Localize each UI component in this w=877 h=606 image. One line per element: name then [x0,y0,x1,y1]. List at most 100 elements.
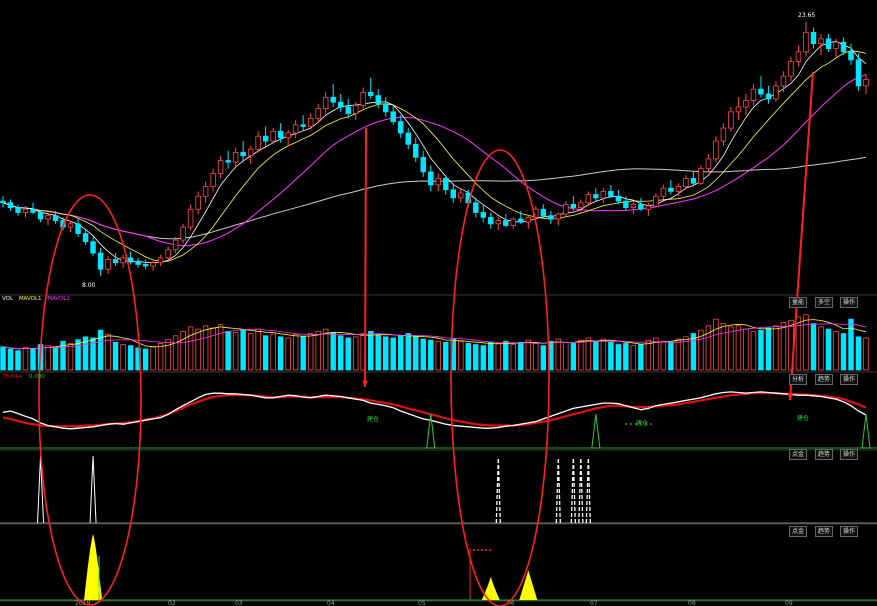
dashed-spike-3 [578,457,584,524]
candle-body [375,95,381,105]
candle-body [277,130,284,139]
x-tick-label: 09 [785,600,793,606]
candle-body [270,130,276,142]
button-p2-1[interactable]: 量能 [789,297,808,308]
volume-bar [142,348,149,371]
candle-body [45,215,51,220]
candle-body [480,212,487,218]
volume-bar [330,332,336,371]
candle-body [855,59,862,87]
volume-bar [390,337,396,371]
volume-bar [458,340,464,371]
candle-body [150,262,156,267]
volume-bar [210,327,216,371]
volume-bar [540,345,547,371]
volume-bar [292,334,299,371]
volume-bar [195,328,201,371]
white-spike-0 [37,455,45,524]
volume-bar [600,338,607,371]
volume-bar [217,324,224,371]
signal-spike-2 [861,413,871,449]
candle-body [30,208,36,213]
candle-body [157,257,164,264]
volume-bar [270,333,276,371]
candle-body [518,218,524,223]
candle-body [788,61,794,77]
volume-bar [52,347,59,371]
volume-bar [480,345,487,371]
button-p2-3[interactable]: 操作 [840,297,859,308]
candle-body [22,208,29,213]
signal-panel[interactable] [37,455,591,524]
yellow-peak-0 [84,534,103,600]
volume-bar [187,326,194,371]
candle-body [803,31,809,53]
candle-body [240,152,246,157]
volume-bar [382,336,389,371]
candle-body [52,215,59,221]
candle-body [540,208,547,217]
volume-bar [495,343,502,371]
candle-body [0,200,6,204]
volume-bar [7,348,14,371]
volume-bar [638,344,644,371]
candle-body [848,51,854,61]
candle-body [773,85,779,100]
candle-body [330,96,336,103]
candle-body [165,249,171,259]
panel-dividers [0,294,877,602]
candle-body [90,241,96,254]
volume-bar [645,339,652,371]
button-p5-1[interactable]: 点金 [789,526,808,537]
signal-label-1: 建仓 [367,415,379,423]
volume-bar [593,340,599,371]
candle-body [525,216,532,223]
button-p4-2[interactable]: 趋势 [815,449,834,460]
candle-body [503,220,509,226]
candle-body [172,239,179,251]
volume-bar [668,341,674,371]
volume-bar [713,318,719,371]
button-p4-1[interactable]: 点金 [789,449,808,460]
candle-body [322,96,329,110]
candle-body [840,41,847,53]
candle-body [743,100,749,108]
candle-body [443,177,449,191]
volume-bar [555,338,562,371]
candle-body [300,124,306,127]
candle-body [307,117,314,127]
button-p5-2[interactable]: 趋势 [815,526,834,537]
yellow-peak-1 [481,576,500,600]
candle-body [833,41,839,49]
button-p3-3[interactable]: 操作 [840,374,859,385]
volume-bar [82,336,89,371]
button-p4-3[interactable]: 操作 [840,449,859,460]
candle-body [548,215,554,220]
candle-body [780,75,787,87]
price-panel[interactable] [0,21,869,276]
candle-body [382,103,389,113]
volume-bar [750,330,757,371]
indicator-panel[interactable] [2,391,871,449]
button-p3-2[interactable]: 趋势 [815,374,834,385]
candle-body [593,194,599,199]
candle-body [180,226,186,241]
candle-body [187,208,194,228]
x-tick-label: 06 [507,600,515,606]
red-dot [485,549,487,551]
ma60-line [2,156,867,240]
bottom-panel[interactable] [84,534,538,600]
button-p5-3[interactable]: 操作 [840,526,859,537]
candle-body [705,158,712,170]
candle-body [262,135,269,142]
volume-bar [840,333,847,371]
candle-body [578,202,584,209]
candle-body [352,104,359,114]
indicator-value-b: 0.000 [29,374,45,380]
volume-panel[interactable] [0,314,869,371]
candle-body [473,202,479,213]
candle-body [232,152,239,163]
button-p3-1[interactable]: 分析 [789,374,808,385]
button-p2-2[interactable]: 多空 [815,297,834,308]
